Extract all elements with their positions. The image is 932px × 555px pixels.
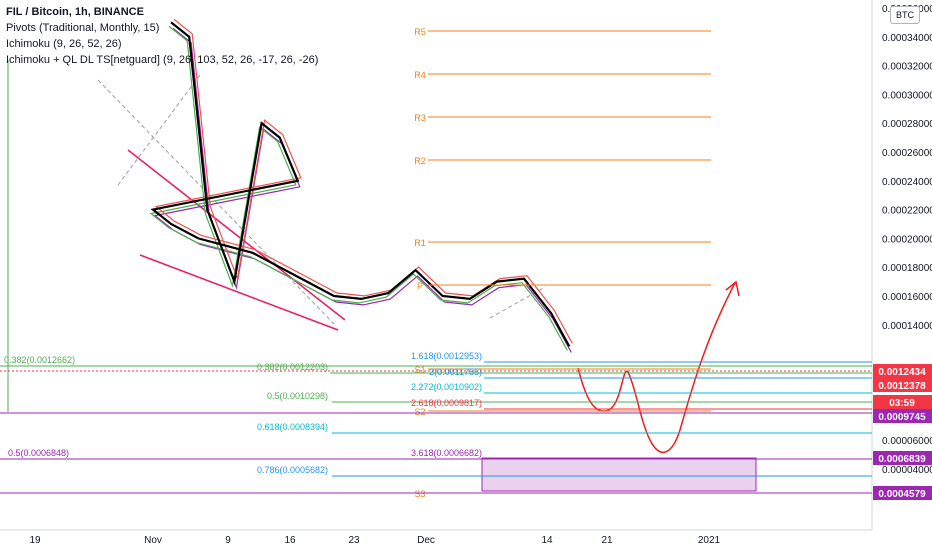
price-line (150, 21, 571, 347)
fib-label: 0.382(0.0012662) (4, 355, 75, 365)
pivot-label-r5: R5 (414, 27, 426, 37)
pivot-label-p: P (417, 281, 423, 291)
price-axis-label-text: 0.0012434 (878, 367, 926, 378)
y-tick-label: 0.00022000 (882, 206, 932, 217)
price-axis-label: 0.0004579 (873, 486, 932, 500)
pivot-label-r1: R1 (414, 238, 426, 248)
fib-label: 0.786(0.0005682) (257, 465, 328, 475)
series-line-red (154, 18, 573, 344)
dashed-trend-up[interactable] (117, 74, 201, 186)
legend: FIL / Bitcoin, 1h, BINANCE Pivots (Tradi… (6, 4, 318, 68)
y-tick-label: 0.00020000 (882, 234, 932, 245)
x-tick-label: 14 (541, 535, 553, 546)
price-axis-label-text: 0.0004579 (878, 489, 926, 500)
price-axis[interactable]: 0.000360000.000340000.000320000.00030000… (871, 0, 932, 530)
fib-label: 2.272(0.0010902) (411, 382, 482, 392)
series-line-purple (153, 27, 572, 353)
legend-indicator-pivots[interactable]: Pivots (Traditional, Monthly, 15) (6, 22, 160, 34)
price-axis-label-text: 03:59 (889, 398, 915, 409)
x-tick-label: 9 (225, 535, 231, 546)
price-axis-label-bg (873, 395, 932, 409)
wedge-upper-line[interactable] (127, 149, 346, 321)
x-tick-label: 19 (29, 535, 41, 546)
price-axis-label-text: 0.0012378 (878, 381, 926, 392)
legend-indicator-ichimoku-ql[interactable]: Ichimoku + QL DL TS[netguard] (9, 26, 10… (6, 54, 319, 66)
y-tick-label: 0.00018000 (882, 263, 932, 274)
pivot-label-r3: R3 (414, 113, 426, 123)
y-tick-label: 0.00014000 (882, 321, 932, 332)
projection-path[interactable] (577, 282, 736, 453)
time-axis[interactable]: 19 Nov 9 16 23 Dec 14 21 2021 (0, 529, 872, 546)
y-tick-label: 0.00016000 (882, 292, 932, 303)
x-tick-label: 23 (348, 535, 360, 546)
target-zone-box[interactable] (481, 457, 757, 492)
currency-badge[interactable]: BTC (890, 6, 920, 24)
dashed-trend-short[interactable] (489, 286, 546, 319)
y-tick-label: 0.00026000 (882, 148, 932, 159)
pivot-label-r4: R4 (414, 70, 426, 80)
y-tick-label: 0.00032000 (882, 62, 932, 73)
fib-label: 3.618(0.0006682) (411, 448, 482, 458)
y-tick-label: 0.00006000 (882, 436, 932, 447)
x-tick-label: Nov (144, 535, 162, 546)
x-tick-label: 21 (601, 535, 613, 546)
fib-and-pivot-levels[interactable]: R5 R4 R3 R2 R1 P S1 S2 S3 0.382(0.0012662) 0.5(0.0… (0, 27, 872, 499)
fib-label: 2(0.0011755) (429, 367, 482, 377)
pivot-label-s1: S1 (414, 365, 425, 375)
price-axis-label-text: 0.0006839 (878, 454, 926, 465)
series-line-green (149, 25, 568, 351)
x-tick-label: 16 (284, 535, 296, 546)
legend-symbol[interactable]: FIL / Bitcoin, 1h, BINANCE (6, 6, 144, 18)
x-tick-label: 2021 (698, 535, 721, 546)
y-tick-label: 0.00028000 (882, 119, 932, 130)
price-axis-label-bg (873, 409, 932, 423)
legend-indicator-ichimoku[interactable]: Ichimoku (9, 26, 52, 26) (6, 38, 122, 50)
pivot-label-r2: R2 (414, 156, 426, 166)
fib-label: 2.618(0.0009817) (411, 398, 482, 408)
price-labels: 0.0012434 0.0012378 03:59 0.0009745 0.000683… (873, 364, 932, 500)
wedge-lower-line[interactable] (139, 254, 339, 331)
price-axis-label-text: 0.0009745 (878, 412, 926, 423)
y-tick-label: 0.00034000 (882, 33, 932, 44)
price-axis-label-bg (873, 486, 932, 500)
price-axis-label: 03:59 (873, 395, 932, 409)
fib-label: 0.5(0.0010298) (267, 391, 328, 401)
fib-label: 0.618(0.0008394) (257, 422, 328, 432)
pivot-label-s2: S2 (414, 407, 425, 417)
projection-arrowhead[interactable] (725, 280, 740, 297)
price-axis-label: 0.0012378 (873, 378, 932, 392)
price-axis-label-bg (873, 451, 932, 465)
price-axis-label: 0.0006839 (873, 451, 932, 465)
price-axis-label-bg (873, 378, 932, 392)
y-tick-label: 0.00024000 (882, 177, 932, 188)
pivot-label-s3: S3 (414, 489, 425, 499)
price-axis-label: 0.0012434 (873, 364, 932, 378)
fib-label: 0.5(0.0006848) (8, 448, 69, 458)
dashed-trend-down[interactable] (97, 79, 336, 326)
x-tick-label: Dec (417, 535, 435, 546)
y-tick-label: 0.00030000 (882, 90, 932, 101)
price-axis-label: 0.0009745 (873, 409, 932, 423)
drawings[interactable] (97, 74, 757, 492)
y-tick-label: 0.00004000 (882, 465, 932, 476)
price-axis-label-bg (873, 364, 932, 378)
fib-label: 0.382(0.0012203) (257, 362, 328, 372)
fib-label: 1.618(0.0012953) (411, 351, 482, 361)
price-series (149, 18, 573, 353)
